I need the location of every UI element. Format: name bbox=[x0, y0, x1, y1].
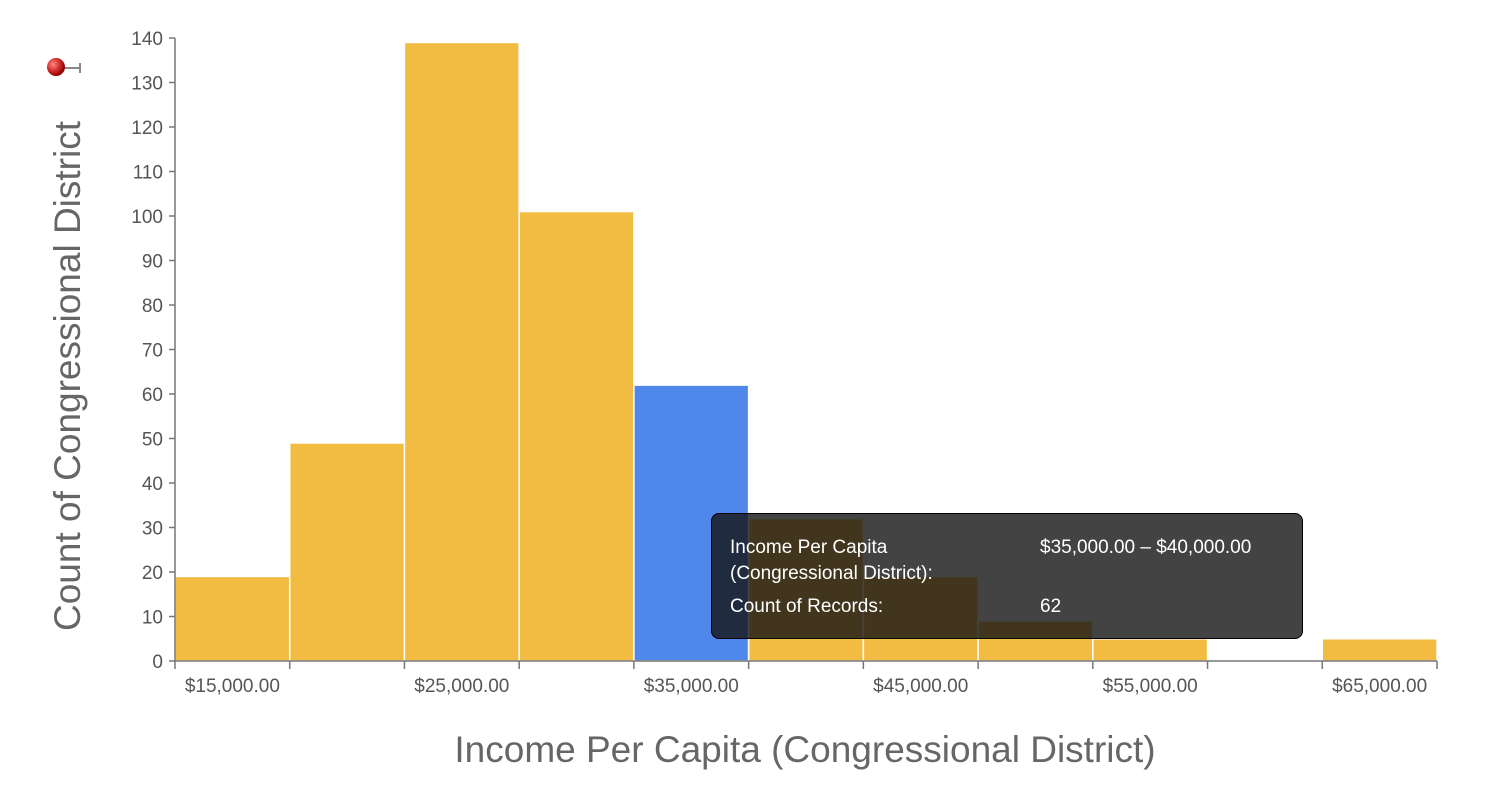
y-tick-label: 50 bbox=[142, 430, 163, 451]
pushpin-icon[interactable] bbox=[46, 57, 86, 79]
y-tick-label: 130 bbox=[131, 74, 163, 95]
y-tick-label: 0 bbox=[152, 652, 163, 673]
y-tick-label: 80 bbox=[142, 296, 163, 317]
y-tick-label: 60 bbox=[142, 385, 163, 406]
histogram-bar[interactable] bbox=[1092, 638, 1209, 662]
histogram-bar[interactable] bbox=[518, 210, 635, 662]
x-axis-title: Income Per Capita (Congressional Distric… bbox=[454, 729, 1155, 770]
y-tick-label: 140 bbox=[131, 29, 163, 50]
x-tick-label: $35,000.00 bbox=[644, 676, 739, 697]
y-axis: 0 10 20 30 40 50 60 70 80 90 100 110 120 130 140 bbox=[131, 29, 176, 673]
x-axis: $15,000.00 $25,000.00 $35,000.00 $45,000.00… bbox=[174, 660, 1438, 697]
y-tick-label: 20 bbox=[142, 563, 163, 584]
y-tick-label: 10 bbox=[142, 608, 163, 629]
tooltip-income-value: $35,000.00 – $40,000.00 bbox=[1040, 537, 1252, 558]
y-tick-label: 100 bbox=[131, 207, 163, 228]
y-tick-label: 70 bbox=[142, 341, 163, 362]
y-tick-label: 30 bbox=[142, 519, 163, 540]
hover-tooltip: Income Per Capita (Congressional Distric… bbox=[711, 513, 1303, 639]
y-tick-label: 110 bbox=[133, 163, 163, 184]
histogram-bar[interactable] bbox=[174, 575, 291, 662]
histogram-bar[interactable] bbox=[288, 442, 406, 662]
tooltip-count-label: Count of Records: bbox=[730, 596, 884, 617]
x-tick-label: $65,000.00 bbox=[1332, 676, 1427, 697]
x-tick-label: $15,000.00 bbox=[185, 676, 280, 697]
y-axis-title: Count of Congressional District bbox=[47, 120, 88, 631]
x-tick-label: $45,000.00 bbox=[873, 676, 968, 697]
y-tick-label: 40 bbox=[142, 474, 163, 495]
histogram-bar[interactable] bbox=[1321, 638, 1438, 662]
x-tick-label: $55,000.00 bbox=[1103, 676, 1198, 697]
tooltip-count-value: 62 bbox=[1040, 596, 1062, 617]
y-tick-label: 90 bbox=[142, 252, 163, 273]
tooltip-income-label: Income Per Capita (Congressional Distric… bbox=[730, 537, 933, 584]
y-tick-label: 120 bbox=[131, 118, 163, 139]
x-tick-label: $25,000.00 bbox=[414, 676, 509, 697]
histogram-bar[interactable] bbox=[403, 41, 520, 662]
